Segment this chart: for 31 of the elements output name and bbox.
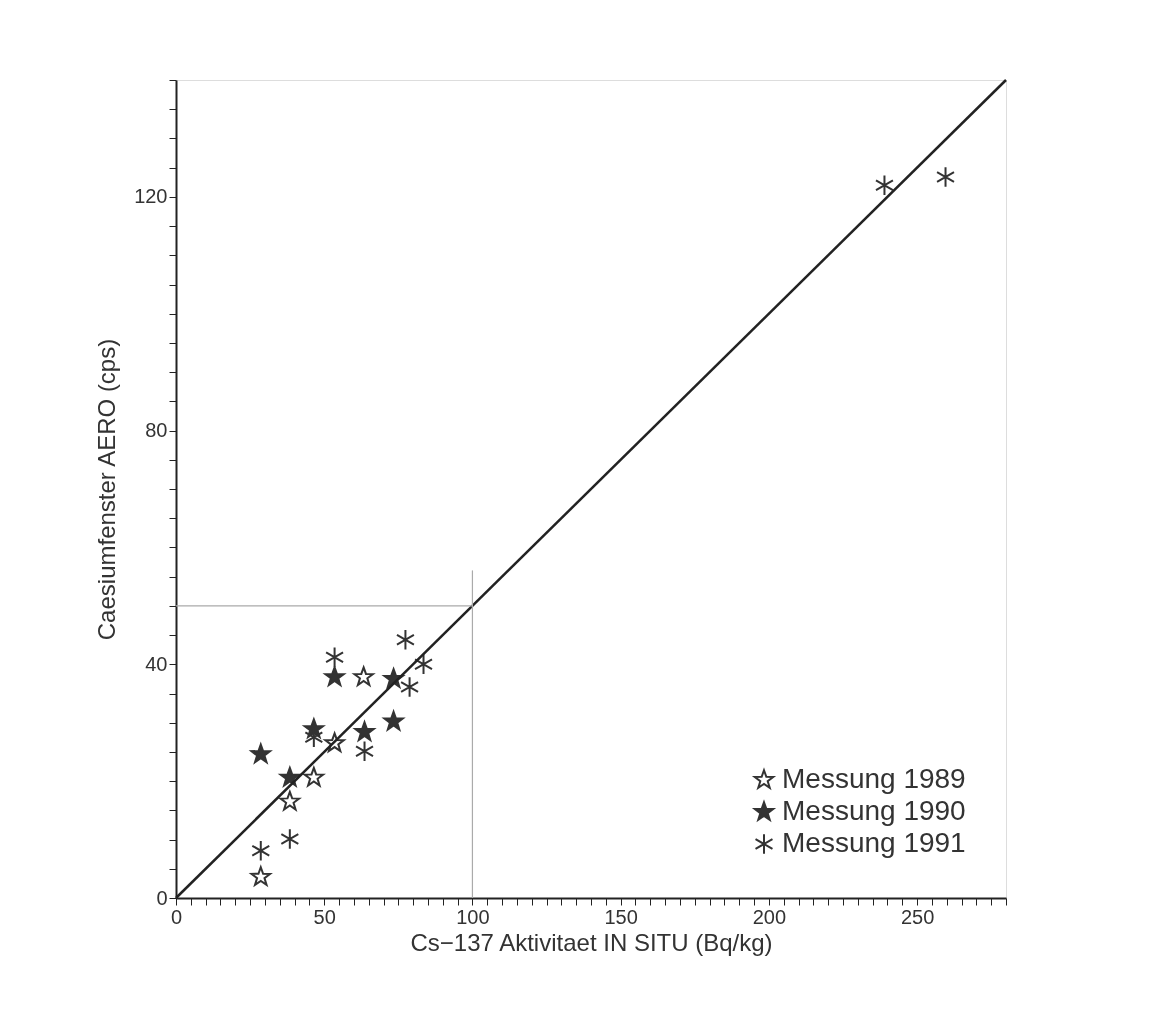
- point: [324, 666, 345, 687]
- legend-label: Messung 1991: [782, 827, 966, 858]
- y-tick-label: 0: [156, 886, 168, 909]
- y-tick-label: 120: [134, 185, 168, 208]
- point: [280, 828, 300, 850]
- point: [354, 721, 375, 741]
- y-tick-label: 80: [145, 419, 168, 442]
- legend-label: Messung 1990: [782, 795, 966, 826]
- x-tick-label: 250: [900, 905, 935, 928]
- x-tick-label: 150: [604, 905, 638, 928]
- x-tick-label: 0: [170, 905, 183, 928]
- point: [279, 790, 301, 811]
- point: [353, 666, 374, 687]
- point: [325, 646, 345, 669]
- point: [303, 766, 325, 787]
- y-tick-label: 40: [145, 652, 168, 675]
- x-tick-label: 50: [313, 905, 336, 928]
- point: [383, 710, 404, 731]
- point: [400, 676, 420, 698]
- point: [251, 839, 271, 862]
- point: [355, 740, 375, 763]
- point: [874, 174, 894, 196]
- x-tick-label: 100: [456, 905, 490, 928]
- point: [395, 629, 415, 651]
- x-tick-label: 200: [752, 905, 787, 928]
- x-axis-title: Cs−137 Aktivitaet IN SITU (Bq/kg): [410, 928, 773, 956]
- point: [414, 653, 433, 676]
- legend-label: Messung 1989: [782, 763, 966, 794]
- y-axis-title: Caesiumfenster AERO (cps): [93, 338, 121, 641]
- point: [324, 732, 345, 753]
- point: [936, 166, 956, 188]
